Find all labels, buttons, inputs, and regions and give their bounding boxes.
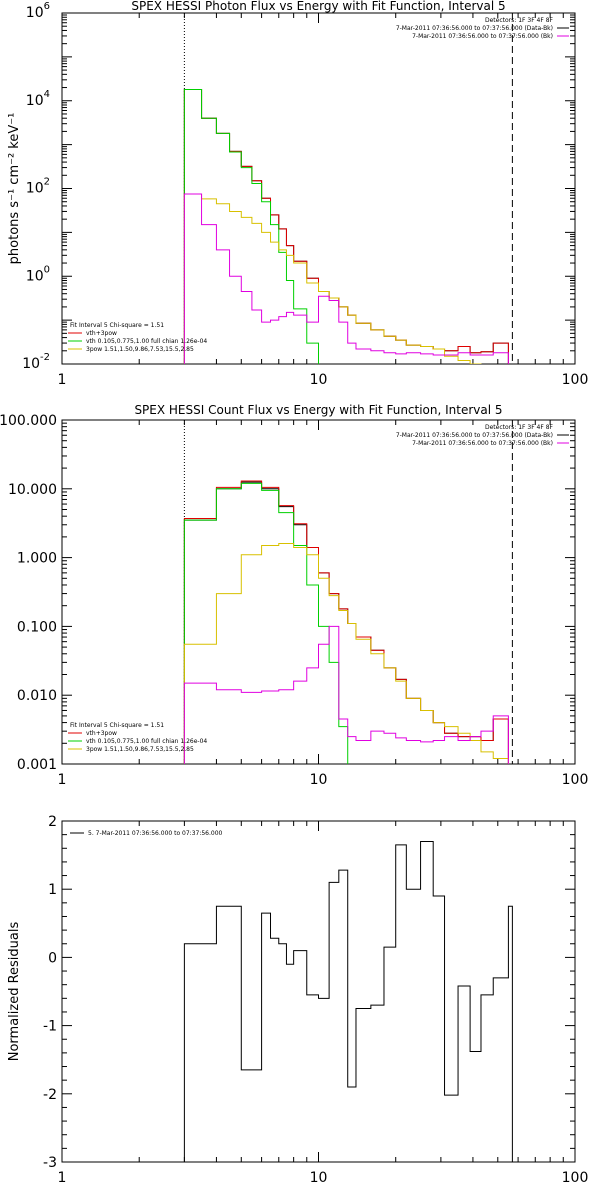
legend-entry: Detectors: 1F 3F 4F 8F [485, 17, 554, 24]
legend-entry: 7-Mar-2011 07:36:56.000 to 07:37:56.000 … [412, 33, 553, 40]
y-tick-label: 10-2 [22, 352, 50, 372]
series-line-3 [183, 89, 319, 364]
y-tick-label: 100 [26, 264, 50, 284]
legend-entry: vth 0.105,0.775,1.00 full chian 1.26e-04 [86, 738, 207, 745]
x-tick-label: 100 [562, 372, 589, 388]
legend-entry: 7-Mar-2011 07:36:56.000 to 07:37:56.000 … [412, 440, 553, 447]
y-tick-base: 10 [26, 5, 44, 21]
y-tick-exponent: 0 [44, 264, 50, 275]
legend-entry: vth 0.105,0.775,1.00 full chian 1.26e-04 [86, 338, 207, 345]
chart-panel-3: 1 10 100 -3 -2 -1 0 1 2 Normalized Residuals 5. 7-… [7, 814, 588, 1186]
y-tick-base: 10 [26, 93, 44, 109]
x-tick-label: 1 [58, 772, 67, 788]
x-tick-label: 10 [310, 772, 328, 788]
legend-entry: 7-Mar-2011 07:36:56.000 to 07:37:56.000 … [396, 25, 553, 32]
series-line-5 [183, 625, 509, 764]
y-tick-label: 0.100 [17, 619, 57, 635]
series-line-1 [183, 481, 509, 764]
legend-entry: Detectors: 1F 3F 4F 8F [485, 424, 554, 431]
y-tick-base: 10 [26, 268, 44, 284]
y-tick-label: 0.001 [17, 757, 57, 773]
x-tick-label: 100 [562, 1170, 589, 1186]
y-tick-label: 0.010 [17, 688, 57, 704]
y-tick-label: -3 [43, 1155, 57, 1171]
y-tick-label: -1 [43, 1019, 57, 1035]
legend-entry: 5. 7-Mar-2011 07:36:56.000 to 07:37:56.0… [88, 830, 223, 837]
y-tick-label: 104 [26, 89, 50, 109]
legend-entry: 3pow 1.51,1.50,9.86,7.53,15.5,2.85 [86, 346, 194, 353]
y-tick-label: 2 [48, 814, 57, 830]
y-tick-exponent: -2 [40, 352, 50, 363]
y-tick-exponent: 2 [44, 177, 50, 188]
series-line-2 [183, 89, 509, 364]
data-series-group [183, 89, 509, 364]
y-axis-label: Normalized Residuals [7, 922, 22, 1062]
x-tick-label: 1 [58, 372, 67, 388]
y-axis-label: photons s⁻¹ cm⁻² keV⁻¹ [7, 113, 22, 265]
series-line-4 [183, 193, 482, 364]
series-line-2 [183, 480, 509, 764]
series-line-1 [183, 89, 509, 364]
data-series-group [183, 480, 509, 764]
y-tick-label: 1.000 [17, 551, 57, 567]
y-tick-label: 106 [26, 1, 50, 21]
x-tick-label: 1 [58, 1170, 67, 1186]
chart-title: SPEX HESSI Count Flux vs Energy with Fit… [134, 403, 502, 417]
legend-entry: Fit Interval 5 Chi-square = 1.51 [70, 722, 164, 729]
series-line-4 [183, 543, 509, 764]
data-series-group [183, 840, 513, 1162]
x-tick-label: 10 [310, 372, 328, 388]
y-tick-label: 102 [26, 177, 50, 197]
chart-panel-1: SPEX HESSI Photon Flux vs Energy with Fi… [7, 0, 589, 388]
y-tick-label: 10.000 [8, 482, 57, 498]
series-line-3 [183, 482, 349, 764]
chart-panel-2: SPEX HESSI Count Flux vs Energy with Fit… [0, 403, 589, 788]
y-tick-label: 100.000 [0, 413, 57, 429]
y-tick-label: 0 [48, 950, 57, 966]
legend-entry: vth+3pow [86, 730, 117, 737]
y-tick-base: 10 [22, 356, 40, 372]
y-tick-label: 1 [48, 882, 57, 898]
y-tick-base: 10 [26, 181, 44, 197]
legend-entry: vth+3pow [86, 330, 117, 337]
legend-entry: 7-Mar-2011 07:36:56.000 to 07:37:56.000 … [396, 432, 553, 439]
y-tick-exponent: 6 [44, 1, 50, 12]
y-tick-label: -2 [43, 1087, 57, 1103]
legend-entry: 3pow 1.51,1.50,9.86,7.53,15.5,2.85 [86, 746, 194, 753]
series-line-1 [183, 840, 513, 1162]
x-tick-label: 10 [310, 1170, 328, 1186]
x-tick-label: 100 [562, 772, 589, 788]
chart-title: SPEX HESSI Photon Flux vs Energy with Fi… [131, 0, 505, 13]
series-line-5 [183, 193, 509, 364]
legend-entry: Fit Interval 5 Chi-square = 1.51 [70, 322, 164, 329]
y-tick-exponent: 4 [44, 89, 50, 100]
plot-frame [61, 820, 576, 1163]
